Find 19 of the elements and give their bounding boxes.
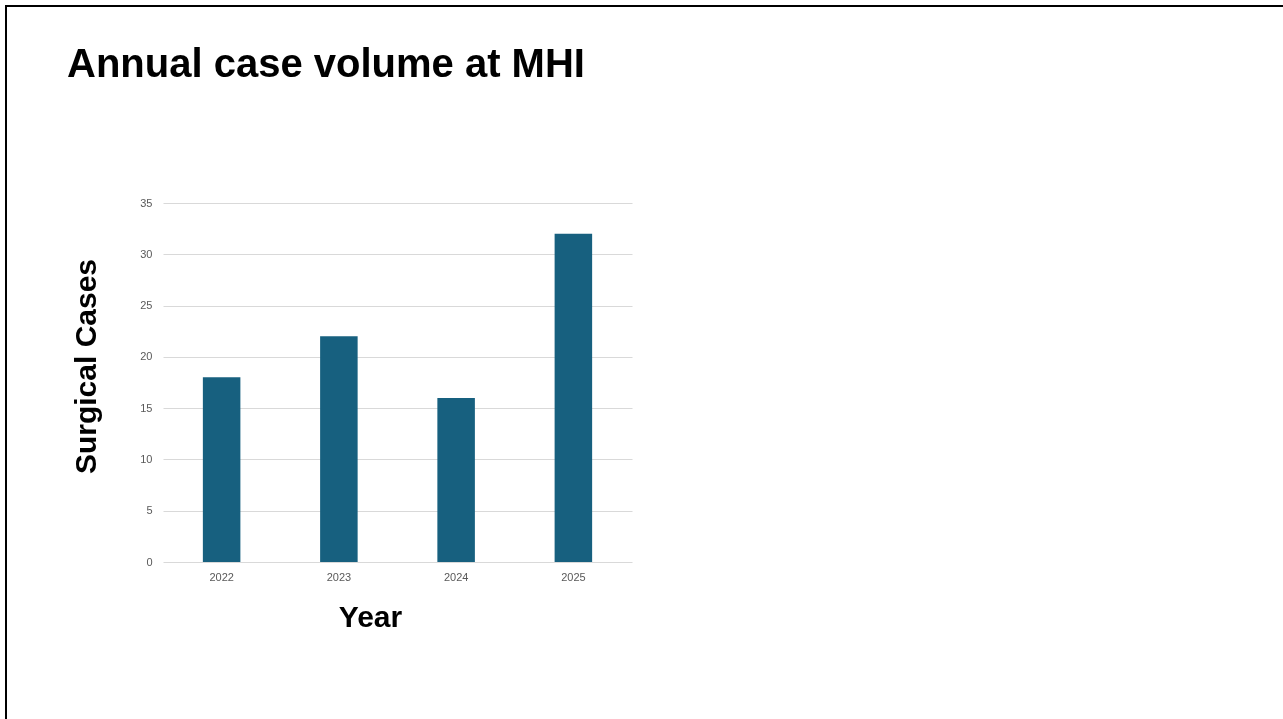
y-tick-label: 15 <box>140 401 153 414</box>
x-tick-label: 2023 <box>326 570 352 583</box>
chart-title: Annual case volume at MHI <box>67 41 585 85</box>
bar <box>320 336 358 562</box>
bar <box>554 233 593 562</box>
x-axis-title: Year <box>338 599 403 633</box>
y-tick-label: 0 <box>146 555 153 568</box>
x-tick-label: 2025 <box>561 570 586 583</box>
x-tick-label: 2024 <box>443 570 469 583</box>
y-tick-label: 20 <box>140 350 153 363</box>
x-tick-label: 2022 <box>209 570 234 583</box>
y-tick-label: 35 <box>140 196 153 209</box>
y-tick-label: 10 <box>140 452 153 465</box>
y-tick-label: 5 <box>146 504 153 517</box>
y-tick-label: 30 <box>140 247 153 260</box>
y-tick-label: 25 <box>140 299 153 312</box>
bar <box>202 377 241 562</box>
bar <box>437 397 475 562</box>
y-axis-title: Surgical Cases <box>69 258 103 475</box>
